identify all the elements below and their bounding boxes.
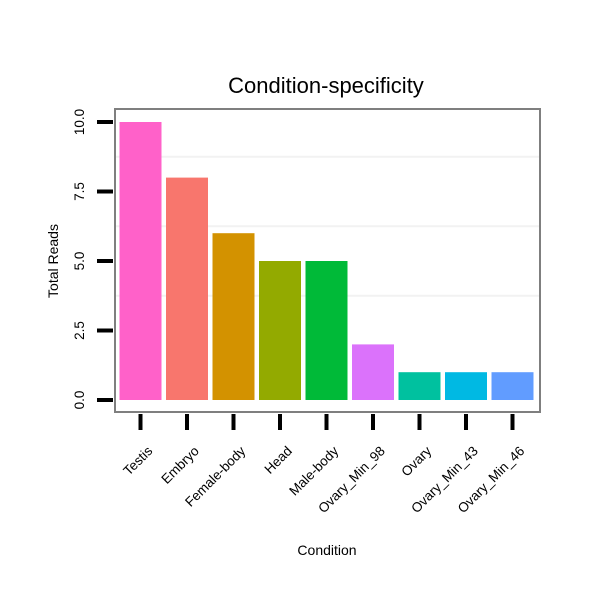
y-tick-label: 5.0 xyxy=(72,252,87,271)
x-tick-label: Head xyxy=(261,443,294,476)
bar-testis xyxy=(119,122,162,400)
y-axis-label: Total Reads xyxy=(45,224,61,298)
bar-ovary xyxy=(398,372,441,400)
x-axis-label: Condition xyxy=(297,542,356,558)
bar-ovary-min-98 xyxy=(352,344,394,400)
bar-ovary-min-46 xyxy=(491,372,534,400)
x-tick-label: Testis xyxy=(120,443,155,478)
bar-ovary-min-43 xyxy=(445,372,487,400)
y-tick-label: 7.5 xyxy=(72,182,87,201)
bar-female-body xyxy=(212,233,255,400)
chart-title: Condition-specificity xyxy=(228,73,424,98)
y-tick-label: 2.5 xyxy=(72,321,87,340)
bar-embryo xyxy=(166,177,208,400)
x-tick-label: Ovary xyxy=(398,443,434,479)
plot-panel-border xyxy=(114,108,541,413)
y-tick-label: 10.0 xyxy=(72,109,87,135)
bar-male-body xyxy=(305,261,348,400)
y-tick-label: 0.0 xyxy=(72,391,87,410)
bar-head xyxy=(259,261,301,400)
x-tick-label: Embryo xyxy=(158,443,201,486)
